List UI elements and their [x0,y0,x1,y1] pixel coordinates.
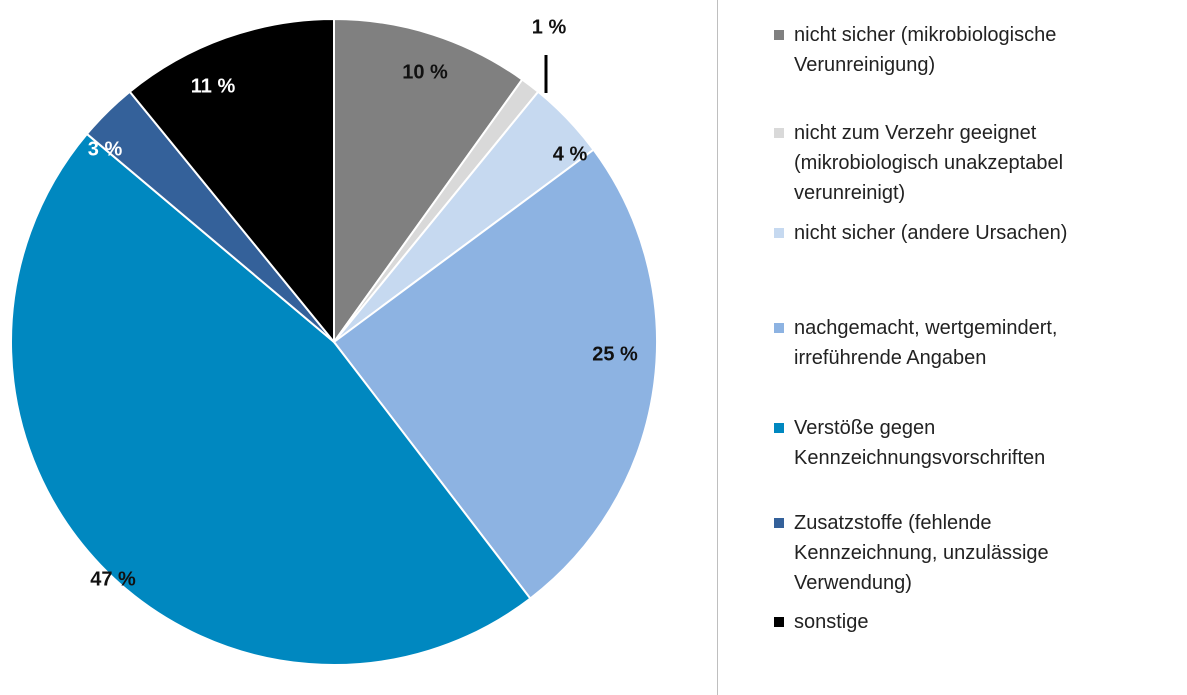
pie-slice [10,132,532,666]
data-label: 4 % [553,143,588,165]
chart: 10 % 1 % 4 % 25 % 47 % 3 % 11 % [10,16,658,666]
legend-label: nicht zum Verzehr geeignet (mikrobiologi… [794,122,1064,204]
legend-label: nachgemacht, wertgemindert, irreführende… [794,317,1058,369]
legend-swatch [774,518,784,528]
legend-swatch [774,423,784,433]
legend-label: Verstöße gegen Kennzeichnungsvorschrifte… [794,417,1046,469]
legend: nicht sicher (mikrobiologische Verunrein… [717,0,1187,695]
legend-label: nicht sicher (mikrobiologische Verunrein… [794,24,1057,76]
data-label: 3 % [88,138,123,160]
legend-swatch [774,128,784,138]
legend-label: sonstige [794,611,869,633]
data-label: 1 % [532,16,567,38]
data-label: 11 % [191,75,236,97]
data-label: 10 % [402,61,448,83]
legend-label: nicht sicher (andere Ursachen) [794,222,1068,244]
data-label: 25 % [592,343,638,365]
legend-swatch [774,323,784,333]
legend-swatch [774,617,784,627]
legend-label: Zusatzstoffe (fehlende Kennzeichnung, un… [794,512,1049,594]
data-label: 47 % [90,568,136,590]
pie-slice [128,17,335,345]
pie-slice [332,148,658,600]
pie-slice [333,17,524,346]
legend-swatch [774,30,784,40]
legend-swatch [774,228,784,238]
